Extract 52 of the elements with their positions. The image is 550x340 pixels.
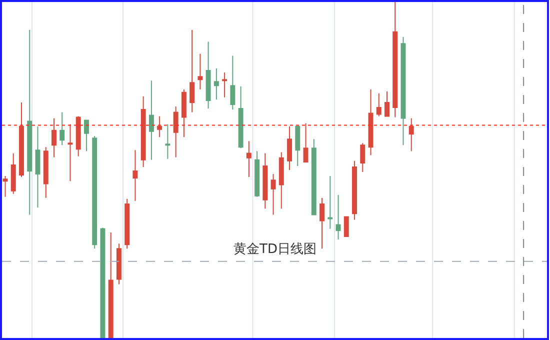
- candlestick: [262, 152, 268, 210]
- candlestick: [376, 92, 382, 117]
- candlestick: [344, 216, 349, 238]
- candlestick: [311, 138, 316, 216]
- candlestick: [238, 86, 244, 149]
- candlestick: [214, 68, 219, 100]
- candlestick: [43, 146, 48, 198]
- candlestick: [270, 174, 276, 216]
- candlestick: [181, 88, 186, 138]
- candlestick: [10, 152, 16, 194]
- candlestick: [2, 176, 8, 198]
- text: 黄金TD日线图: [234, 242, 316, 257]
- candlestick: [84, 120, 89, 152]
- candlestick: [108, 232, 114, 338]
- candlestick: [303, 122, 308, 162]
- candlestick: [190, 29, 195, 113]
- candlestick: [392, 2, 398, 118]
- candlestick: [165, 124, 170, 160]
- candlestick: [408, 118, 414, 152]
- candlestick: [246, 140, 252, 178]
- candlestick: [100, 227, 106, 338]
- candlestick: [352, 160, 357, 220]
- candlestick: [51, 118, 56, 158]
- candlestick: [384, 90, 390, 117]
- candlestick: [148, 80, 154, 160]
- candlestick: [368, 88, 374, 156]
- candlestick: [116, 243, 122, 285]
- candlestick: [336, 194, 341, 240]
- candlestick: [254, 150, 260, 198]
- candlestick: [360, 142, 366, 173]
- candlestick: [27, 29, 32, 216]
- candlestick: [68, 124, 73, 182]
- candlestick: [173, 106, 178, 158]
- candlestick: [295, 126, 300, 166]
- candlestick: [60, 112, 65, 146]
- candlestick: [287, 126, 292, 170]
- candlestick: [132, 150, 138, 202]
- candlestick: [140, 96, 146, 168]
- candlestick: [124, 198, 130, 250]
- candlestick: [35, 126, 40, 208]
- candlestick: [157, 116, 162, 138]
- candlestick: [19, 102, 24, 178]
- candlestick: [198, 53, 203, 90]
- candlestick: [222, 72, 228, 98]
- candlestick: [76, 116, 81, 157]
- candlestick: [400, 36, 406, 146]
- candlestick: [92, 136, 98, 250]
- candlestick: [230, 55, 236, 110]
- candlestick: [278, 152, 284, 210]
- candlestick: [328, 176, 333, 230]
- candlestick: [320, 197, 324, 250]
- candlestick: [206, 41, 211, 110]
